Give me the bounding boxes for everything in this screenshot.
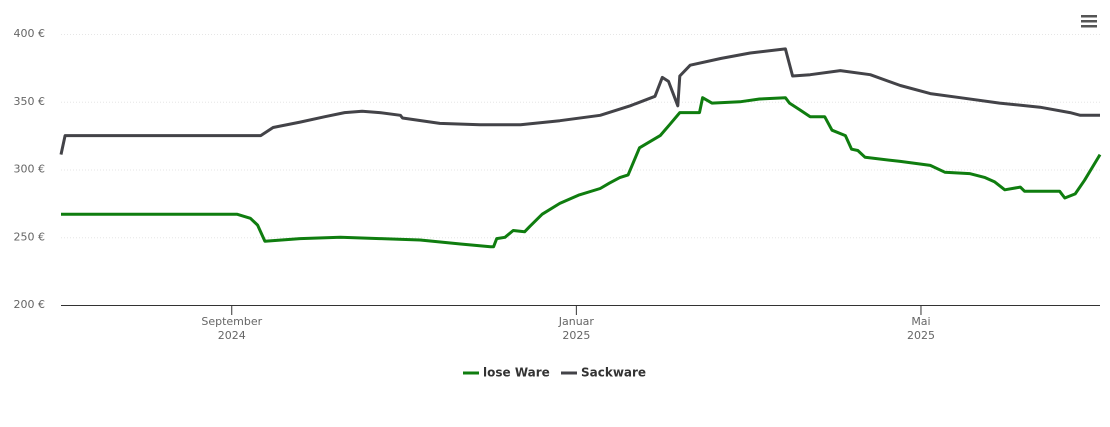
series-line (61, 96, 1102, 249)
y-tick-label: 200 € (14, 298, 46, 311)
x-tick-label: September (201, 315, 262, 328)
menu-button[interactable] (1078, 12, 1100, 32)
y-tick-label: 300 € (14, 163, 46, 176)
x-tick-label: 2024 (218, 329, 246, 342)
menu-bar (1081, 25, 1097, 28)
legend-label: Sackware (581, 366, 646, 380)
menu-bar (1081, 20, 1097, 23)
y-tick-label: 350 € (14, 95, 46, 108)
x-tick-label: 2025 (907, 329, 935, 342)
series-line (59, 47, 1100, 155)
x-tick-label: 2025 (562, 329, 590, 342)
menu-bar (1081, 15, 1097, 18)
legend-label: lose Ware (483, 366, 550, 380)
x-tick-label: Januar (558, 315, 595, 328)
x-tick-label: Mai (911, 315, 930, 328)
legend-item[interactable]: lose Ware (463, 366, 550, 380)
y-tick-label: 250 € (14, 230, 46, 243)
legend-item[interactable]: Sackware (561, 366, 646, 380)
y-tick-label: 400 € (14, 27, 46, 40)
